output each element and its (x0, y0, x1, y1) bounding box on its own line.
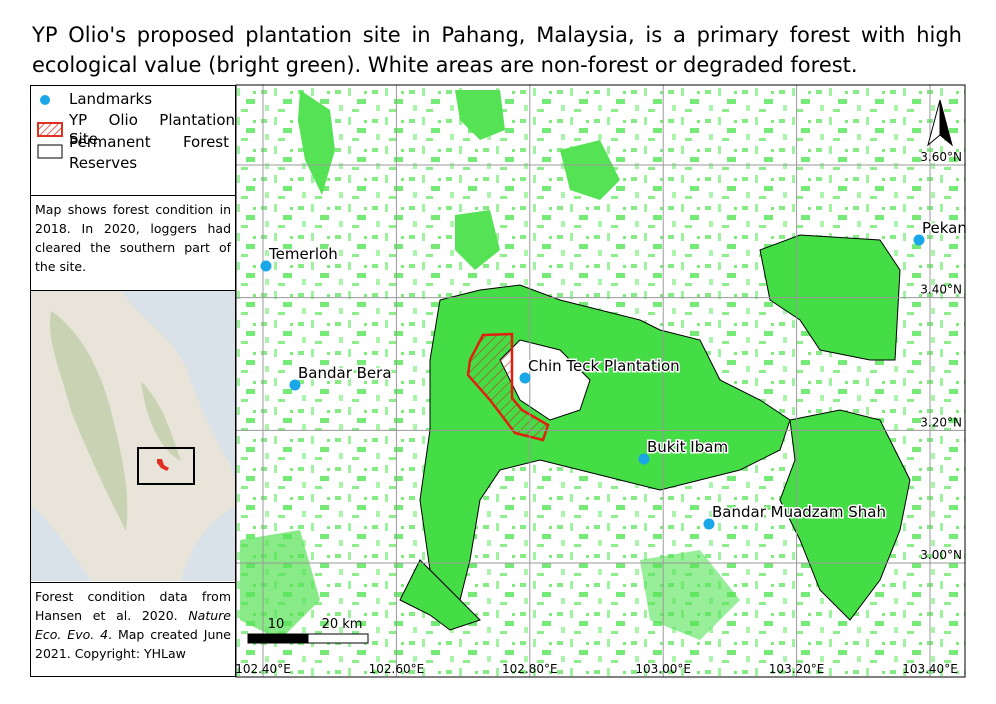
credit-text: Forest condition data from Hansen et al.… (35, 589, 231, 623)
site-symbol (37, 122, 63, 137)
reserve-symbol (37, 144, 63, 159)
note: Map shows forest condition in 2018. In 2… (31, 196, 235, 291)
map-bg (236, 85, 965, 677)
landmark-dot (289, 379, 301, 391)
landmark-label: Bandar Bera (298, 364, 392, 382)
graticule: 102.40°E 102.60°E 102.80°E 103.00°E 103.20°E… (235, 85, 965, 677)
forest-reserves (399, 234, 911, 631)
inset-forest (50, 311, 128, 531)
lon-label: 102.40°E (235, 662, 291, 676)
legend-label: YP Olio Plantation Site (69, 111, 235, 148)
landmarks: Temerloh Bandar Bera Chin Teck Plantation B… (260, 218, 968, 530)
landmark-label: Chin Teck Plantation (528, 357, 680, 375)
legend-label: Permanent Forest Reserves (69, 133, 229, 172)
scale-bar (247, 633, 369, 644)
plantation-site (466, 332, 550, 442)
landmark-dot (913, 234, 925, 246)
lat-label: 3.20°N (920, 415, 962, 429)
scale-label: 20 km (322, 617, 363, 632)
side-panel: Landmarks YP Olio Plantation Site Perman… (30, 85, 236, 677)
credit-journal: Nature Eco. Evo. 4 (35, 608, 231, 642)
landmark-symbol (40, 95, 50, 105)
lon-label: 102.80°E (502, 662, 558, 676)
title: YP Olio's proposed plantation site in Pa… (32, 23, 962, 77)
map-frame (235, 84, 966, 678)
lat-label: 3.40°N (920, 283, 962, 297)
landmark-dot (638, 453, 650, 465)
scale-label: 10 (268, 617, 285, 632)
landmark-dot (260, 260, 272, 272)
lon-label: 103.00°E (635, 662, 691, 676)
forest-cover (236, 85, 965, 677)
credit: Forest condition data from Hansen et al.… (31, 583, 235, 678)
inset-map (31, 291, 235, 583)
landmark-label: Temerloh (268, 245, 338, 263)
lat-label: 3.00°N (920, 548, 962, 562)
credit-text: . Map created June 2021. Copyright: YHLa… (35, 627, 231, 661)
legend-symbols (37, 95, 63, 159)
landmark-label: Pekan (922, 219, 967, 237)
lon-label: 103.40°E (902, 662, 958, 676)
inset-box (137, 447, 195, 485)
lon-label: 102.60°E (369, 662, 425, 676)
legend-label: Landmarks (69, 90, 153, 108)
legend: Landmarks YP Olio Plantation Site Perman… (31, 86, 235, 196)
inset-svg (31, 291, 235, 581)
lat-label: 3.60°N (920, 150, 962, 164)
inset-site (157, 459, 169, 471)
landmark-dot (703, 518, 715, 530)
lon-label: 103.20°E (769, 662, 825, 676)
north-arrow (927, 99, 953, 147)
inset-forest (141, 381, 181, 461)
landmark-label: Bukit Ibam (647, 438, 728, 456)
landmark-label: Bandar Muadzam Shah (712, 503, 886, 521)
forest-patches (240, 90, 740, 640)
landmark-dot (519, 372, 531, 384)
